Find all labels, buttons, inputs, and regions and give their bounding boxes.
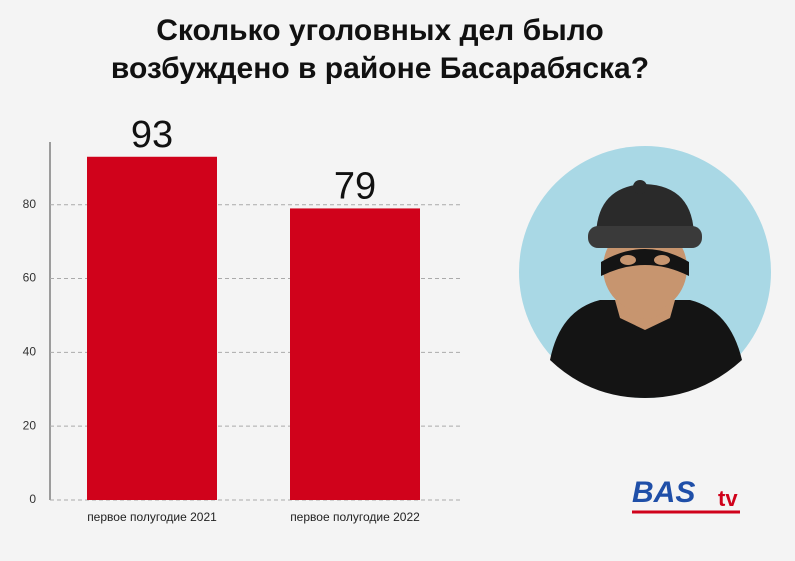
value-label: 93 (131, 114, 173, 156)
logo-text: BAS (632, 476, 695, 509)
chart-title: Сколько уголовных дел было возбуждено в р… (111, 14, 649, 85)
x-tick-label: первое полугодие 2021 (87, 510, 217, 524)
y-tick-label: 80 (23, 197, 37, 211)
bar (87, 156, 217, 501)
bar (290, 208, 420, 500)
logo-suffix: tv (718, 486, 738, 511)
y-tick-label: 0 (29, 492, 36, 506)
illustration (519, 146, 771, 398)
y-tick-label: 20 (23, 418, 37, 432)
logo: BAS tv (632, 476, 740, 514)
value-label: 79 (334, 165, 376, 207)
y-tick-label: 40 (23, 345, 37, 359)
y-tick-label: 60 (23, 271, 37, 285)
x-tick-label: первое полугодие 2022 (290, 510, 420, 524)
